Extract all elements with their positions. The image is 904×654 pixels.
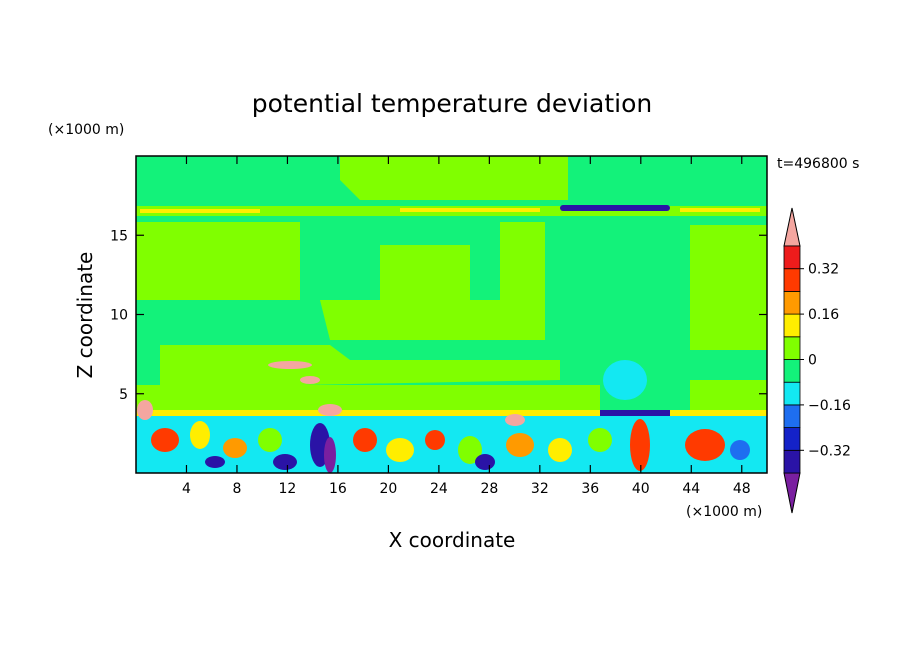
y-tick-label: 10 [110, 308, 128, 324]
field-blob [425, 430, 445, 450]
colorbar-tick-label: 0.16 [808, 307, 839, 323]
colorbar-tick-label: 0.32 [808, 262, 839, 278]
field-blob [458, 436, 482, 464]
x-tick-label: 8 [232, 481, 241, 497]
plot-area [135, 155, 768, 474]
field-region [690, 380, 767, 412]
field-blob [300, 376, 320, 384]
colorbar-cell [783, 313, 801, 338]
field-blob [324, 437, 336, 473]
field-region [200, 222, 545, 340]
x-tick-label: 4 [182, 481, 191, 497]
field-blob [223, 438, 247, 458]
x-tick-label: 48 [733, 481, 751, 497]
field-band [680, 208, 760, 212]
colorbar-cell [783, 207, 801, 247]
colorbar-cell [783, 427, 801, 451]
field-blob [386, 438, 414, 462]
chart-title: potential temperature deviation [252, 89, 652, 118]
field-region [160, 345, 560, 385]
y-tick-label: 15 [110, 228, 128, 244]
temperature-field [136, 156, 767, 473]
field-blob [588, 428, 612, 452]
x-tick-label: 24 [430, 481, 448, 497]
field-blob [137, 400, 153, 420]
x-tick-label: 32 [531, 481, 549, 497]
x-tick-label: 40 [632, 481, 650, 497]
colorbar-cell [783, 336, 801, 360]
field-band [600, 410, 670, 416]
field-region [690, 225, 767, 350]
colorbar-tick-label: −0.16 [808, 398, 851, 414]
colorbar-cell [783, 404, 801, 428]
field-blob [505, 414, 525, 426]
field-blob [190, 421, 210, 449]
field-blob [353, 428, 377, 452]
field-blob [318, 404, 342, 416]
x-tick-label: 28 [480, 481, 498, 497]
colorbar-tick-label: 0 [808, 353, 817, 369]
field-region [136, 385, 600, 412]
x-tick-label: 12 [279, 481, 297, 497]
x-tick-label: 36 [581, 481, 599, 497]
field-blob [685, 429, 725, 461]
colorbar-cell [783, 449, 801, 474]
colorbar-cell [783, 472, 801, 514]
field-blob [630, 419, 650, 471]
field-blob [151, 428, 179, 452]
field-band [140, 209, 260, 213]
colorbar-tick-label: −0.32 [808, 443, 851, 459]
colorbar-cell [783, 290, 801, 315]
x-axis-label: X coordinate [389, 528, 516, 552]
colorbar-cell [783, 359, 801, 383]
x-unit-label: (×1000 m) [686, 504, 762, 520]
x-tick-label: 16 [329, 481, 347, 497]
field-blob [730, 440, 750, 460]
time-label: t=496800 s [777, 156, 859, 172]
y-tick-label: 5 [119, 387, 128, 403]
x-tick-label: 44 [682, 481, 700, 497]
field-band [400, 208, 540, 212]
field-region [136, 222, 200, 300]
field-region [340, 156, 568, 200]
y-axis: 5 10 15 [110, 228, 767, 403]
field-blob [205, 456, 225, 468]
field-blob [475, 454, 495, 470]
field-band [136, 410, 767, 416]
x-axis: 4 8 12 16 20 24 28 32 36 40 44 48 [182, 156, 751, 497]
field-blob [548, 438, 572, 462]
y-unit-label: (×1000 m) [48, 122, 124, 138]
field-region [603, 360, 647, 400]
x-tick-label: 20 [379, 481, 397, 497]
field-blob [506, 433, 534, 457]
colorbar-cell [783, 381, 801, 406]
y-axis-label: Z coordinate [73, 252, 97, 379]
field-band [560, 205, 670, 211]
colorbar: 0.32 0.16 0 −0.16 −0.32 [783, 207, 851, 514]
field-blob [268, 361, 312, 369]
colorbar-cell [783, 245, 801, 270]
field-blob [273, 454, 297, 470]
field-blob [258, 428, 282, 452]
colorbar-cell [783, 268, 801, 292]
